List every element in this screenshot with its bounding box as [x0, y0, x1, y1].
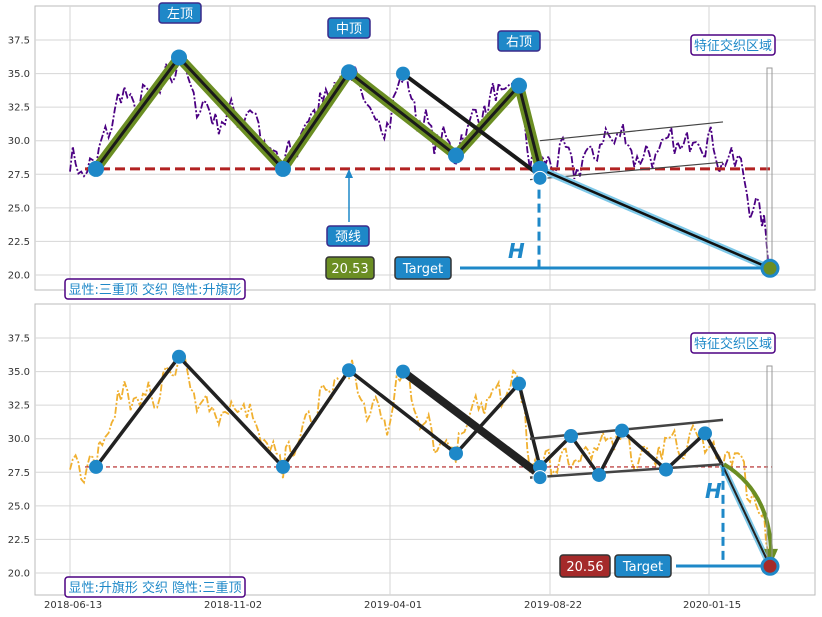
y-tick-label: 37.5 [8, 334, 30, 345]
h-label: H [508, 239, 525, 263]
pattern-marker [512, 376, 526, 391]
target-value-2-text: 20.56 [566, 560, 603, 575]
peak-marker [88, 160, 104, 177]
peak-marker [341, 64, 357, 81]
y-tick-label: 22.5 [8, 535, 30, 546]
zone-label-bg [690, 34, 776, 56]
peak-marker [171, 49, 187, 66]
zone-label-2-text: 特征交织区域 [694, 336, 772, 352]
plot-frame-2 [34, 303, 816, 596]
y-tick-label: 35.0 [8, 367, 30, 378]
y-tick-label: 20.0 [8, 569, 30, 580]
target-value-2: 20.56 [559, 554, 611, 578]
legend-box: 显性:三重顶 交织 隐性:升旗形 [64, 278, 246, 300]
neckline-label-bg [326, 225, 370, 247]
plot-frame-1 [34, 5, 816, 291]
target-value-text: 20.53 [331, 262, 368, 277]
pattern-marker [172, 349, 186, 364]
target-value-2-bg [559, 554, 611, 578]
target-value-bg [325, 256, 375, 280]
pattern-marker [449, 446, 463, 461]
middle-peak-label: 中顶 [327, 17, 371, 39]
projection-line [721, 463, 771, 567]
peak-marker [511, 77, 527, 94]
y-tick-label: 30.0 [8, 136, 30, 147]
y-tick-label: 27.5 [8, 170, 30, 181]
zone-label-2: 特征交织区域 [690, 332, 776, 354]
pattern-marker [698, 426, 712, 441]
peak-marker [275, 160, 291, 177]
panel-2 [34, 303, 816, 596]
x-tick-label: 2018-06-13 [44, 600, 102, 611]
right-peak-label-bg [497, 30, 541, 52]
x-tick-label: 2019-04-01 [364, 600, 422, 611]
target-label-2-text: Target [622, 560, 663, 575]
zone-label-2-bg [690, 332, 776, 354]
flag-lower [529, 462, 724, 479]
y-tick-label: 22.5 [8, 237, 30, 248]
h-label: H [705, 479, 722, 503]
right-peak-label-text: 右顶 [506, 35, 532, 50]
curved-arrow [722, 462, 773, 553]
pattern-marker [659, 462, 673, 477]
y-tick-label: 25.0 [8, 501, 30, 512]
legend-box-2-text: 显性:升旗形 交织 隐性:三重顶 [68, 580, 241, 596]
middle-peak-label-text: 中顶 [336, 22, 362, 37]
y-tick-label: 32.5 [8, 401, 30, 412]
legend-box-2: 显性:升旗形 交织 隐性:三重顶 [64, 576, 246, 598]
y-tick-label: 37.5 [8, 36, 30, 47]
x-tick-label: 2020-01-15 [683, 600, 741, 611]
pattern-marker [564, 429, 578, 444]
break-marker [532, 470, 548, 486]
left-peak-label-text: 左顶 [167, 7, 193, 22]
pattern-marker [276, 459, 290, 474]
y-tick-label: 27.5 [8, 468, 30, 479]
left-peak-label: 左顶 [158, 2, 202, 24]
y-tick-label: 25.0 [8, 203, 30, 214]
target-label-2: Target [614, 554, 672, 578]
target-label: Target [394, 256, 452, 280]
pattern-marker [592, 467, 606, 482]
projection-line [539, 167, 771, 270]
panel-1 [34, 5, 816, 291]
legend-box-bg [64, 278, 246, 300]
pattern-marker [89, 459, 103, 474]
peak-marker [396, 66, 410, 81]
y-tick-label: 35.0 [8, 69, 30, 80]
right-peak-label: 右顶 [497, 30, 541, 52]
peak-marker [448, 147, 464, 164]
pattern-marker [533, 459, 547, 474]
y-tick-label: 30.0 [8, 434, 30, 445]
flag-upper [539, 121, 724, 142]
x-tick-label: 2018-11-02 [204, 600, 262, 611]
down-line [401, 71, 542, 178]
neckline-label-text: 颈线 [335, 230, 361, 245]
pattern-marker [615, 423, 629, 438]
y-tick-label: 32.5 [8, 103, 30, 114]
price-line [69, 54, 771, 269]
x-tick-label: 2019-08-22 [524, 600, 582, 611]
zone-label: 特征交织区域 [690, 34, 776, 56]
pattern-marker [396, 364, 410, 379]
neckline-label: 颈线 [326, 225, 370, 247]
pattern-marker [342, 363, 356, 378]
down-line [400, 368, 543, 479]
middle-peak-label-bg [327, 17, 371, 39]
y-tick-label: 20.0 [8, 271, 30, 282]
break-marker [532, 170, 548, 186]
target-label-text: Target [402, 262, 443, 277]
target-label-2-bg [614, 554, 672, 578]
legend-box-2-bg [64, 576, 246, 598]
target-value: 20.53 [325, 256, 375, 280]
zone-label-text: 特征交织区域 [694, 38, 772, 54]
neckline-arrow-head [345, 169, 353, 178]
target-label-bg [394, 256, 452, 280]
left-peak-label-bg [158, 2, 202, 24]
target-marker [760, 556, 780, 576]
legend-box-text: 显性:三重顶 交织 隐性:升旗形 [68, 282, 241, 298]
target-marker [760, 258, 780, 278]
